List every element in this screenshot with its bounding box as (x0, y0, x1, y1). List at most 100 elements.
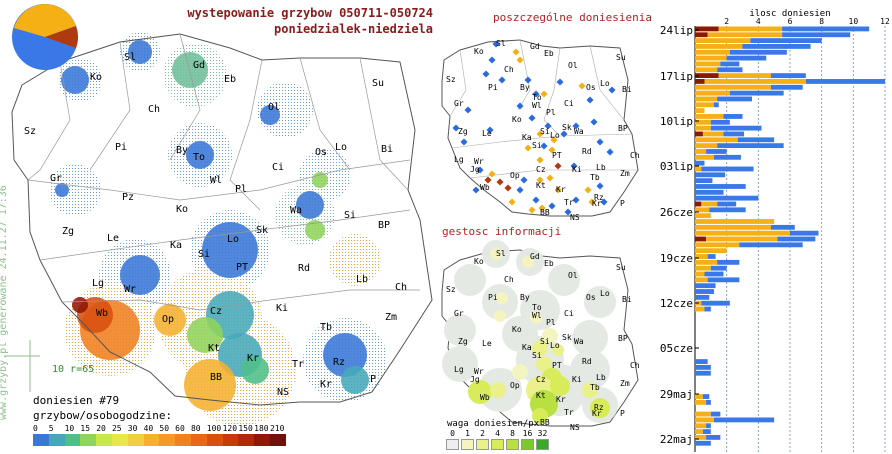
bar-segment (750, 38, 822, 44)
bar-segment (695, 26, 719, 32)
bar-segment (695, 172, 726, 178)
bar-segment (695, 242, 740, 248)
scale-tick-label: 180 (254, 424, 269, 433)
density-area (490, 248, 502, 260)
density-area (494, 310, 506, 322)
region-label: Pz (122, 192, 134, 203)
region-label: Wa (290, 205, 302, 216)
region-label: Ol (268, 102, 280, 113)
report-marker (516, 56, 524, 64)
scale-step: 180 (254, 424, 270, 446)
bar-segment (695, 207, 710, 213)
region-label: Ol (568, 271, 578, 280)
weight-tick-label: 2 (480, 429, 485, 438)
region-label: Os (586, 83, 596, 92)
region-label: Ch (504, 275, 514, 284)
report-marker (472, 186, 480, 194)
weight-tick-label: 1 (465, 429, 470, 438)
region-label: Cz (210, 306, 222, 317)
report-marker (532, 196, 540, 204)
region-label: P (620, 199, 625, 208)
region-label: NS (277, 387, 289, 398)
bar-segment (714, 417, 775, 423)
x-tick-label: 10 (849, 17, 859, 26)
x-tick-label: 4 (756, 17, 761, 26)
region-label: Su (616, 53, 626, 62)
report-marker (572, 196, 580, 204)
occurrence-area (260, 105, 280, 125)
density-area (522, 256, 534, 268)
x-tick-label: 2 (724, 17, 729, 26)
scale-step: 0 (33, 424, 49, 446)
occurrence-area (305, 220, 325, 240)
bar-segment (707, 254, 716, 259)
y-tick-label: 22maj (660, 433, 693, 446)
occurrence-area (72, 297, 88, 313)
weight-step: 32 (535, 429, 550, 450)
report-marker (524, 76, 532, 84)
region-label: Cz (536, 375, 546, 384)
report-marker (606, 148, 614, 156)
region-label: BP (618, 334, 628, 343)
bar-segment (723, 131, 745, 137)
report-marker (608, 86, 616, 94)
weight-step: 0 (445, 429, 460, 450)
region-label: Op (162, 314, 174, 325)
density-area (496, 292, 508, 304)
region-label: Sk (256, 225, 268, 236)
region-label: Kr (592, 409, 602, 418)
region-label: Lo (600, 79, 610, 88)
region-label: Bi (622, 295, 632, 304)
bar-segment (695, 265, 711, 271)
region-label: PT (236, 262, 248, 273)
region-label: Wr (124, 284, 136, 295)
region-label: Ch (148, 104, 160, 115)
weight-step: 4 (490, 429, 505, 450)
hatch-area (329, 234, 381, 286)
bar-segment (695, 306, 705, 312)
scale-tick-label: 25 (111, 424, 122, 433)
report-marker (560, 130, 568, 138)
region-label: Sl (124, 52, 136, 63)
region-label: Su (616, 263, 626, 272)
region-label: Pl (546, 318, 556, 327)
occurrence-area (187, 317, 223, 353)
bar-segment (695, 283, 716, 289)
bar-segment (695, 67, 718, 73)
region-label: Gr (50, 173, 62, 184)
report-marker (572, 122, 580, 130)
bar-segment (706, 399, 711, 405)
region-label: Zg (458, 337, 468, 346)
bar-segment (695, 201, 702, 207)
density-area (454, 264, 486, 296)
region-label: Wr (474, 157, 484, 166)
bar-segment (695, 160, 705, 166)
report-marker (540, 90, 548, 98)
region-label: To (532, 93, 542, 102)
region-label: Pi (488, 293, 498, 302)
region-label: Rd (582, 357, 592, 366)
bar-segment (695, 114, 724, 119)
bar-segment (709, 207, 746, 213)
scale-title: grzybow/osobogodzine: (33, 409, 173, 422)
scale-tick-label: 80 (190, 424, 201, 433)
region-label: Si (532, 351, 542, 360)
bar-segment (742, 44, 811, 49)
y-tick-label: 19cze (660, 252, 693, 265)
density-area (572, 320, 608, 356)
scale-tick-label: 20 (96, 424, 106, 433)
region-label: Lo (550, 131, 560, 140)
weight-tick-label: 32 (537, 429, 548, 438)
region-label: Ko (512, 325, 522, 334)
bar-segment (707, 277, 740, 283)
scale-swatch (190, 434, 207, 446)
density-area (582, 382, 598, 398)
region-label: Pl (546, 108, 556, 117)
weekly-report-chart: 24lip 17lip 10lip 03lip 26cze 19cze 12cze 05cze… (660, 9, 890, 452)
occurrence-area (186, 141, 214, 169)
report-marker (484, 176, 492, 184)
chart-title: ilosc doniesien (749, 9, 830, 19)
bar-segment (702, 131, 724, 137)
scale-step: 10 (64, 424, 81, 446)
